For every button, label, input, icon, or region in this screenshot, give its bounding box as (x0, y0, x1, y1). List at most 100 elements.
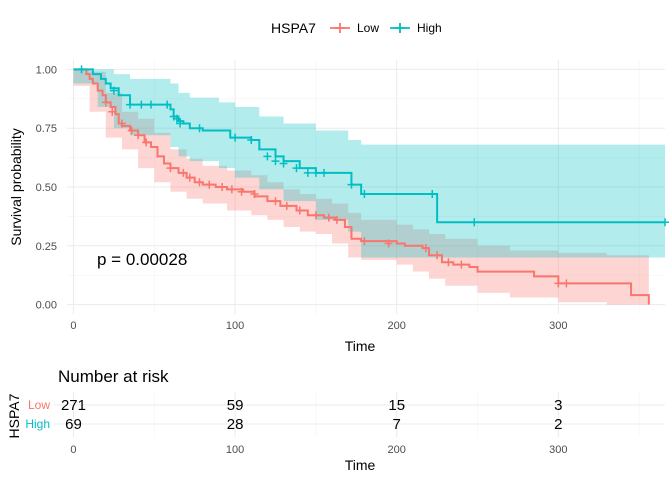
x-axis-ticks: 0 100 200 300 (70, 320, 567, 332)
censor-mark-high (360, 190, 369, 199)
x-tick-label: 0 (70, 320, 76, 332)
censor-mark-low (421, 244, 430, 253)
legend-label-high: High (417, 21, 442, 35)
risk-count-high: 2 (554, 416, 562, 433)
censor-mark-high (319, 168, 328, 177)
risk-count-high: 7 (393, 416, 401, 433)
censor-mark-low (311, 211, 320, 220)
legend-item-high: High (390, 21, 442, 35)
censor-mark-high (347, 180, 356, 189)
censor-mark-high (172, 114, 181, 123)
risk-table-x-title: Time (345, 457, 376, 473)
censor-mark-low (282, 201, 291, 210)
risk-count-high: 69 (65, 416, 82, 433)
censor-mark-low (324, 213, 333, 222)
survival-plot: 0.00 0.25 0.50 0.75 1.00 0 100 200 300 Time Sur… (8, 60, 669, 354)
censor-mark-low (117, 119, 126, 128)
x-tick-label: 200 (388, 320, 406, 332)
x-tick-label: 300 (549, 320, 567, 332)
ci-band-low (73, 69, 649, 305)
risk-x-tick-label: 0 (70, 444, 76, 456)
y-axis-ticks: 0.00 0.25 0.50 0.75 1.00 (36, 64, 57, 311)
censor-mark-high (271, 157, 280, 166)
ci-band-high (73, 69, 666, 258)
risk-count-low: 3 (554, 397, 562, 414)
risk-table-x-ticks: 0 100 200 300 (70, 444, 567, 456)
x-tick-label: 100 (226, 320, 244, 332)
censor-mark-low (295, 206, 304, 215)
censor-mark-low (250, 190, 259, 199)
censor-mark-low (101, 98, 110, 107)
censor-mark-low (237, 187, 246, 196)
legend: HSPA7 Low High (271, 20, 442, 36)
risk-table-title: Number at risk (58, 367, 169, 386)
censor-mark-low (185, 173, 194, 182)
censor-mark-low (384, 239, 393, 248)
censor-mark-low (142, 138, 151, 147)
censor-mark-low (227, 185, 236, 194)
censor-marks (77, 65, 669, 288)
censor-mark-low (134, 131, 143, 140)
censor-mark-high (279, 159, 288, 168)
risk-table: Number at risk Low 271 59 15 3 High 69 28 7 2 0 10… (6, 367, 665, 473)
censor-mark-high (176, 119, 185, 128)
censor-mark-low (218, 183, 227, 191)
censor-mark-low (108, 107, 117, 116)
censor-mark-low (127, 126, 136, 135)
censor-mark-low (195, 178, 204, 187)
y-tick-label: 0.50 (36, 182, 57, 194)
censor-mark-high (137, 100, 146, 109)
censor-mark-low (332, 215, 341, 224)
censor-mark-high (428, 190, 437, 199)
risk-table-grid (54, 392, 665, 437)
censor-mark-high (231, 133, 240, 142)
censor-mark-low (360, 237, 369, 246)
risk-x-tick-label: 100 (226, 444, 244, 456)
censor-mark-high (311, 168, 320, 177)
grid (67, 60, 665, 314)
risk-row-label-high: High (25, 417, 50, 431)
legend-censor-high (395, 23, 405, 33)
risk-count-low: 59 (227, 397, 244, 414)
censor-mark-low (562, 279, 571, 288)
risk-row-label-low: Low (28, 398, 50, 412)
censor-mark-high (470, 218, 479, 227)
censor-mark-high (292, 164, 301, 173)
y-tick-label: 0.25 (36, 241, 57, 253)
risk-count-high: 28 (227, 416, 244, 433)
censor-mark-low (554, 279, 563, 288)
y-axis-title: Survival probability (8, 128, 24, 246)
legend-label-low: Low (357, 21, 379, 35)
legend-title: HSPA7 (271, 20, 316, 36)
censor-mark-high (109, 86, 118, 95)
censor-mark-high (661, 218, 669, 227)
censor-mark-high (195, 124, 204, 133)
risk-count-low: 15 (388, 397, 405, 414)
y-tick-label: 0.75 (36, 123, 57, 135)
censor-mark-low (444, 258, 453, 267)
risk-x-tick-label: 200 (388, 444, 406, 456)
censor-mark-high (263, 152, 272, 161)
censor-mark-low (433, 251, 442, 260)
censor-mark-low (166, 164, 175, 173)
risk-count-low: 271 (61, 397, 86, 414)
censor-mark-high (303, 168, 312, 177)
legend-censor-low (335, 23, 345, 33)
censor-mark-high (77, 65, 86, 74)
y-tick-label: 1.00 (36, 64, 57, 76)
confidence-bands (73, 69, 666, 305)
risk-table-strata-title: HSPA7 (6, 393, 22, 438)
censor-mark-low (179, 168, 188, 177)
censor-mark-high (147, 100, 156, 109)
censor-mark-low (457, 260, 466, 269)
censor-mark-low (271, 197, 280, 206)
p-value-annotation: p = 0.00028 (97, 250, 187, 269)
risk-table-rows: Low 271 59 15 3 High 69 28 7 2 (25, 397, 562, 433)
y-tick-label: 0.00 (36, 300, 57, 312)
legend-item-low: Low (330, 21, 379, 35)
x-axis-title: Time (345, 338, 376, 354)
censor-mark-high (126, 100, 135, 109)
censor-mark-high (247, 135, 256, 144)
censor-mark-low (205, 180, 214, 189)
